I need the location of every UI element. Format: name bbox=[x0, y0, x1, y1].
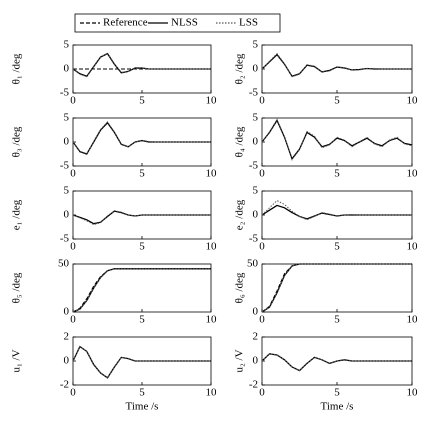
y-tick-label: 0 bbox=[253, 355, 259, 367]
x-tick-label: 0 bbox=[70, 314, 76, 326]
y-tick-label: 50 bbox=[247, 258, 259, 270]
x-tick-label: 10 bbox=[407, 168, 419, 180]
series-line bbox=[261, 263, 412, 313]
y-axis-label: u₁ /V bbox=[11, 349, 23, 372]
series-line bbox=[261, 353, 412, 372]
x-tick-label: 10 bbox=[206, 314, 218, 326]
y-tick-label: 5 bbox=[64, 39, 70, 51]
y-tick-label: -2 bbox=[60, 379, 69, 391]
y-tick-label: 5 bbox=[64, 185, 70, 197]
y-tick-label: 0 bbox=[253, 136, 259, 148]
x-tick-label: 10 bbox=[407, 387, 419, 399]
x-tick-label: 10 bbox=[206, 241, 218, 253]
legend-label: NLSS bbox=[171, 17, 198, 29]
x-tick-label: 5 bbox=[334, 95, 340, 107]
x-tick-label: 10 bbox=[407, 241, 419, 253]
series-line bbox=[72, 268, 211, 313]
y-axis-label: θ₁ /deg bbox=[11, 53, 23, 84]
x-tick-label: 0 bbox=[259, 387, 265, 399]
y-tick-label: -5 bbox=[60, 160, 70, 172]
y-tick-label: -5 bbox=[249, 87, 259, 99]
series-line bbox=[72, 345, 211, 379]
x-tick-label: 5 bbox=[139, 95, 145, 107]
x-tick-label: 10 bbox=[206, 387, 218, 399]
x-axis-label: Time /s bbox=[126, 401, 159, 413]
series-line bbox=[261, 204, 412, 220]
series-line bbox=[261, 199, 412, 221]
series-line bbox=[72, 345, 211, 379]
y-tick-label: 5 bbox=[253, 112, 259, 124]
x-tick-label: 0 bbox=[70, 241, 76, 253]
y-tick-label: 5 bbox=[253, 185, 259, 197]
series-line bbox=[261, 118, 413, 161]
y-tick-label: -5 bbox=[60, 87, 70, 99]
x-tick-label: 5 bbox=[139, 314, 145, 326]
y-tick-label: 5 bbox=[64, 112, 70, 124]
plot-frame bbox=[261, 263, 413, 313]
x-tick-label: 5 bbox=[139, 168, 145, 180]
series-line bbox=[72, 210, 211, 225]
series-line bbox=[72, 210, 211, 226]
y-axis-label: θ₄ /deg bbox=[234, 126, 246, 157]
y-tick-label: 0 bbox=[253, 209, 259, 221]
x-tick-label: 0 bbox=[259, 241, 265, 253]
x-tick-label: 5 bbox=[139, 241, 145, 253]
y-tick-label: 0 bbox=[253, 306, 259, 318]
x-tick-label: 0 bbox=[70, 387, 76, 399]
y-axis-label: e₂ /deg bbox=[234, 199, 246, 230]
x-tick-label: 0 bbox=[70, 168, 76, 180]
y-axis-label: θ₂ /deg bbox=[234, 53, 246, 84]
series-line bbox=[261, 353, 412, 372]
x-tick-label: 10 bbox=[206, 95, 218, 107]
y-tick-label: -5 bbox=[249, 160, 259, 172]
y-axis-label: e₁ /deg bbox=[11, 199, 23, 230]
x-axis-label: Time /s bbox=[321, 401, 354, 413]
x-tick-label: 10 bbox=[407, 95, 419, 107]
y-tick-label: 2 bbox=[253, 331, 259, 343]
x-tick-label: 10 bbox=[407, 314, 419, 326]
x-tick-label: 0 bbox=[70, 95, 76, 107]
legend-label: LSS bbox=[239, 17, 258, 29]
series-line bbox=[72, 52, 211, 77]
y-tick-label: -5 bbox=[249, 233, 259, 245]
series-line bbox=[261, 52, 412, 78]
y-axis-label: θ₆ /deg bbox=[234, 272, 246, 303]
y-tick-label: 2 bbox=[64, 331, 70, 343]
x-tick-label: 0 bbox=[259, 314, 265, 326]
y-tick-label: 0 bbox=[64, 355, 70, 367]
x-tick-label: 5 bbox=[334, 314, 340, 326]
y-tick-label: 0 bbox=[64, 136, 70, 148]
series-line bbox=[72, 52, 211, 78]
y-tick-label: 0 bbox=[64, 306, 70, 318]
series-line bbox=[261, 263, 412, 313]
x-tick-label: 0 bbox=[259, 95, 265, 107]
y-tick-label: -5 bbox=[60, 233, 70, 245]
legend-label: Reference bbox=[103, 17, 148, 29]
y-tick-label: 50 bbox=[58, 258, 70, 270]
x-tick-label: 5 bbox=[334, 387, 340, 399]
series-line bbox=[72, 268, 211, 313]
y-axis-label: u₂ /V bbox=[234, 349, 246, 372]
y-tick-label: 5 bbox=[253, 39, 259, 51]
x-tick-label: 10 bbox=[206, 168, 218, 180]
series-line bbox=[72, 121, 211, 156]
y-tick-label: 0 bbox=[64, 63, 70, 75]
y-tick-label: 0 bbox=[253, 63, 259, 75]
y-axis-label: θ₃ /deg bbox=[11, 126, 23, 157]
x-tick-label: 5 bbox=[139, 387, 145, 399]
y-axis-label: θ₅ /deg bbox=[11, 272, 23, 303]
y-tick-label: -2 bbox=[249, 379, 258, 391]
series-line bbox=[72, 121, 211, 155]
x-tick-label: 5 bbox=[334, 241, 340, 253]
series-line bbox=[261, 53, 412, 77]
x-tick-label: 5 bbox=[334, 168, 340, 180]
legend-box bbox=[74, 13, 281, 33]
x-tick-label: 0 bbox=[259, 168, 265, 180]
plot-frame bbox=[261, 117, 413, 167]
series-line bbox=[72, 268, 211, 313]
series-line bbox=[261, 263, 412, 313]
y-tick-label: 0 bbox=[64, 209, 70, 221]
